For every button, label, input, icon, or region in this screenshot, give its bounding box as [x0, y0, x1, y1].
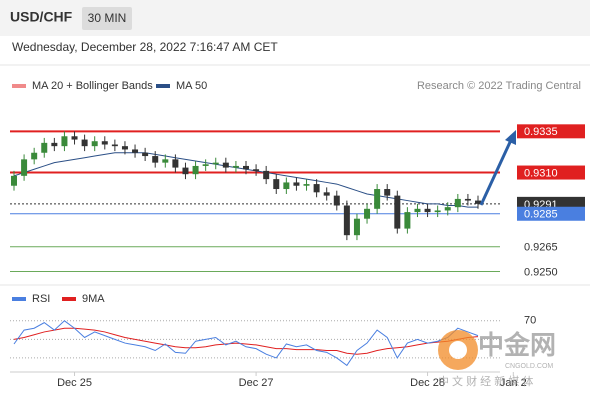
candle-body — [142, 152, 149, 157]
level-label: 0.9265 — [524, 242, 558, 254]
timeframe-button[interactable] — [82, 7, 132, 30]
candle-body — [414, 208, 421, 213]
candle-body — [111, 144, 118, 147]
source: Research © 2022 Trading Central — [417, 80, 581, 92]
candle-body — [283, 182, 290, 190]
arrow-head — [505, 130, 516, 145]
candle-body — [132, 149, 139, 153]
level-label: 0.9335 — [524, 126, 558, 138]
candle-body — [81, 139, 88, 147]
candle-body — [243, 165, 249, 170]
watermark-name: 中金网 — [478, 330, 556, 360]
ma9-line — [13, 327, 479, 355]
candle-body — [182, 167, 189, 175]
candle-body — [394, 195, 401, 229]
symbol: USD/CHF — [10, 9, 73, 25]
rsi-tick-label: 70 — [524, 315, 536, 327]
level-label: 0.9310 — [524, 167, 558, 179]
candle-body — [192, 165, 199, 175]
candle-body — [202, 164, 209, 166]
candle-body — [253, 169, 260, 171]
candle-body — [444, 207, 451, 211]
candle-body — [364, 208, 371, 219]
subtitle: Wednesday, December 28, 2022 7:16:47 AM … — [12, 40, 278, 54]
candle-body — [212, 162, 219, 165]
legend-swatch — [156, 84, 170, 88]
candle-body — [101, 141, 108, 145]
level-label: 0.9285 — [524, 209, 558, 221]
timeframe: 30 MIN — [88, 11, 127, 25]
watermark-logo-inner — [449, 341, 467, 359]
candle-body — [303, 184, 310, 186]
candle-body — [464, 198, 471, 201]
candle-body — [353, 218, 360, 236]
candle-body — [323, 192, 330, 196]
candle-body — [121, 146, 128, 150]
legend-label: RSI — [32, 293, 50, 305]
plot: 0.93350.93100.92910.92850.92650.925070De… — [10, 124, 585, 389]
candle-body — [434, 210, 441, 213]
x-tick-label: Jan 2 — [500, 377, 527, 389]
candle-body — [31, 152, 38, 160]
level-box — [517, 206, 585, 221]
candle-body — [273, 179, 280, 190]
candle-body — [11, 175, 17, 186]
legend-swatch — [12, 84, 26, 88]
candle-body — [384, 189, 391, 196]
candle-body — [313, 184, 320, 193]
x-tick-label: Dec 28 — [410, 377, 445, 389]
x-tick-label: Dec 25 — [57, 377, 92, 389]
legend-label: MA 50 — [176, 80, 207, 92]
level-label: 0.9250 — [524, 266, 558, 278]
candle-body — [454, 198, 461, 208]
legend-swatch — [12, 297, 26, 301]
candle-body — [162, 159, 169, 163]
legend-label: MA 20 + Bollinger Bands — [32, 80, 153, 92]
level-box — [517, 124, 585, 139]
candle-body — [293, 182, 300, 186]
legend-label: 9MA — [82, 293, 105, 305]
candle-body — [91, 141, 98, 147]
candle-body — [172, 159, 179, 168]
candle-body — [333, 195, 340, 206]
candle-body — [232, 165, 239, 168]
candle-body — [263, 170, 270, 180]
watermark: 中金网 CNGOLD.COM 中 文 财 经 新 媒 体 — [438, 330, 556, 388]
candle-body — [152, 156, 159, 163]
candle-body — [21, 159, 28, 176]
candle-body — [51, 142, 58, 147]
legend-swatch — [62, 297, 76, 301]
candle-body — [475, 200, 481, 204]
level-box — [517, 165, 585, 180]
candle-body — [424, 208, 431, 213]
candle-body — [41, 142, 48, 153]
candle-body — [61, 136, 68, 147]
candle-body — [343, 205, 350, 236]
candle-body — [404, 212, 411, 229]
forecast-arrow — [479, 139, 513, 206]
candle-body — [71, 136, 78, 140]
watermark-tagline: 中 文 财 经 新 媒 体 — [438, 374, 533, 388]
candle-body — [222, 162, 229, 168]
x-tick-label: Dec 27 — [239, 377, 274, 389]
candle-body — [374, 189, 381, 209]
watermark-site: CNGOLD.COM — [505, 363, 553, 370]
rsi-line — [13, 320, 479, 367]
